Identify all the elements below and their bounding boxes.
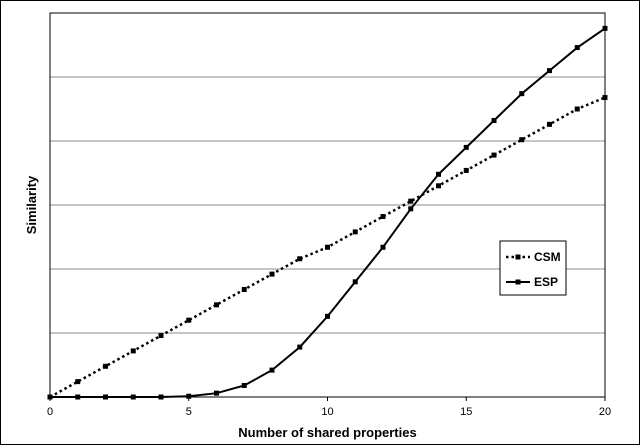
series-csm-point-8 bbox=[269, 271, 275, 277]
legend-esp-label: ESP bbox=[534, 275, 558, 289]
series-esp-line bbox=[50, 27, 606, 398]
series-esp-point-9 bbox=[297, 344, 303, 350]
series-csm-point-5 bbox=[186, 317, 192, 323]
x-tick-label-20: 20 bbox=[599, 406, 611, 418]
series-csm-point-13 bbox=[408, 198, 414, 204]
x-tick-label-5: 5 bbox=[186, 406, 192, 418]
series-esp-point-10 bbox=[325, 313, 330, 319]
legend-csm-marker bbox=[515, 254, 521, 260]
series-csm-point-10 bbox=[325, 244, 330, 250]
series-esp-point-12 bbox=[380, 244, 386, 250]
series-csm-point-9 bbox=[297, 256, 303, 262]
series-csm-point-1 bbox=[75, 379, 81, 385]
series-csm-point-6 bbox=[214, 302, 219, 308]
x-axis-title: Number of shared properties bbox=[238, 425, 416, 440]
series-csm-point-15 bbox=[463, 167, 469, 173]
series-csm-point-7 bbox=[241, 286, 247, 292]
y-axis-title: Similarity bbox=[24, 175, 39, 234]
series-csm-point-18 bbox=[547, 121, 552, 127]
series-esp-point-7 bbox=[241, 382, 247, 388]
series-esp-point-1 bbox=[75, 394, 81, 400]
series-esp-point-18 bbox=[547, 68, 552, 74]
series-esp-point-15 bbox=[463, 144, 469, 150]
x-tick-label-10: 10 bbox=[321, 406, 333, 418]
series-esp-point-20 bbox=[602, 25, 608, 31]
gridlines bbox=[50, 76, 605, 334]
x-tick-label-15: 15 bbox=[460, 406, 472, 418]
series-esp-point-8 bbox=[269, 367, 275, 373]
series-csm-point-19 bbox=[574, 106, 580, 112]
series-csm-point-3 bbox=[130, 348, 136, 354]
series-esp-point-11 bbox=[352, 279, 358, 285]
series-csm-point-4 bbox=[158, 333, 164, 339]
series-esp-point-5 bbox=[186, 393, 192, 399]
series-esp-point-13 bbox=[408, 206, 414, 212]
series-csm-point-16 bbox=[491, 152, 497, 158]
x-tick-label-0: 0 bbox=[47, 406, 53, 418]
x-axis-ticks: 0 5 10 15 20 bbox=[47, 397, 611, 418]
series-esp-point-19 bbox=[574, 45, 580, 51]
series-esp-point-16 bbox=[491, 118, 497, 124]
series-esp-point-17 bbox=[519, 91, 525, 97]
series-esp-point-3 bbox=[130, 394, 136, 400]
series-csm-point-17 bbox=[519, 137, 525, 143]
series-esp-point-2 bbox=[103, 394, 108, 400]
series-layer bbox=[47, 25, 608, 400]
legend: CSM ESP bbox=[499, 240, 567, 296]
legend-esp-marker bbox=[515, 279, 521, 285]
legend-box bbox=[499, 240, 567, 296]
series-csm-point-20 bbox=[602, 94, 608, 100]
series-csm-point-12 bbox=[380, 214, 386, 220]
series-csm-point-2 bbox=[103, 363, 108, 369]
series-csm-point-11 bbox=[352, 229, 358, 235]
series-esp-point-6 bbox=[214, 390, 219, 396]
legend-csm-label: CSM bbox=[534, 250, 561, 264]
series-esp-point-14 bbox=[436, 171, 441, 177]
series-csm-point-14 bbox=[436, 183, 441, 189]
series-esp-point-4 bbox=[158, 394, 164, 400]
